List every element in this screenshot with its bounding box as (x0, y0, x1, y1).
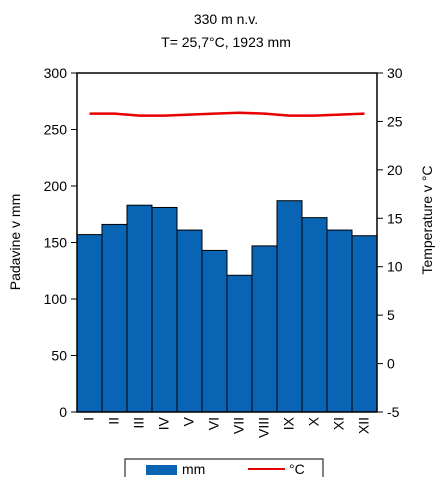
bar-II (101, 223, 128, 413)
left-tick-label: 250 (44, 122, 68, 138)
x-tick-label: VI (206, 417, 222, 430)
right-axis: -5 0 5 10 15 20 25 30 (377, 65, 403, 420)
x-tick-label: X (306, 416, 322, 426)
left-tick-label: 200 (44, 178, 68, 194)
bar-IV (151, 206, 178, 413)
right-tick-label: 15 (387, 210, 403, 226)
right-tick-label: 0 (387, 356, 395, 372)
bars-layer (76, 200, 378, 413)
x-axis: I II III IV V VI VII VIII IX X XI XII (81, 416, 372, 438)
legend-bar-label: mm (182, 461, 205, 477)
legend: mm °C (124, 458, 324, 477)
bar-XI (326, 229, 353, 413)
left-tick-label: 150 (44, 235, 68, 251)
x-tick-label: III (131, 417, 147, 429)
x-tick-label: II (106, 417, 122, 425)
x-tick-label: I (81, 417, 97, 421)
right-tick-label: 10 (387, 259, 403, 275)
line-layer (89, 111, 365, 117)
chart-title: 330 m n.v. (194, 11, 258, 27)
left-tick-label: 100 (44, 291, 68, 307)
left-tick-label: 50 (51, 348, 67, 364)
chart-subtitle: T= 25,7°C, 1923 mm (161, 34, 291, 50)
temperature-line (89, 111, 365, 117)
bar-VII (226, 274, 253, 413)
right-tick-label: 25 (387, 113, 403, 129)
legend-bar-swatch (146, 465, 177, 475)
x-tick-label: IX (281, 416, 297, 430)
right-tick-label: -5 (387, 404, 400, 420)
y-axis-right-label: Temperature v °C (419, 165, 435, 274)
x-tick-label: VIII (256, 417, 272, 438)
y-axis-left-label: Padavine v mm (7, 194, 23, 290)
right-tick-label: 30 (387, 65, 403, 81)
bar-VI (201, 249, 228, 413)
bar-I (76, 234, 103, 413)
bar-IX (276, 200, 303, 413)
right-tick-label: 20 (387, 162, 403, 178)
x-tick-label: V (181, 416, 197, 426)
right-tick-label: 5 (387, 307, 395, 323)
x-tick-label: IV (156, 416, 172, 430)
bar-XII (351, 235, 378, 413)
legend-line-label: °C (289, 461, 305, 477)
left-tick-label: 0 (59, 404, 67, 420)
left-axis: 0 50 100 150 200 250 300 (44, 65, 77, 420)
bar-III (126, 204, 153, 413)
x-tick-label: XII (356, 417, 372, 434)
bar-X (301, 217, 328, 413)
left-tick-label: 300 (44, 65, 68, 81)
bar-VIII (251, 245, 278, 413)
x-tick-label: XI (331, 417, 347, 430)
x-tick-label: VII (231, 417, 247, 434)
bar-V (176, 229, 203, 413)
